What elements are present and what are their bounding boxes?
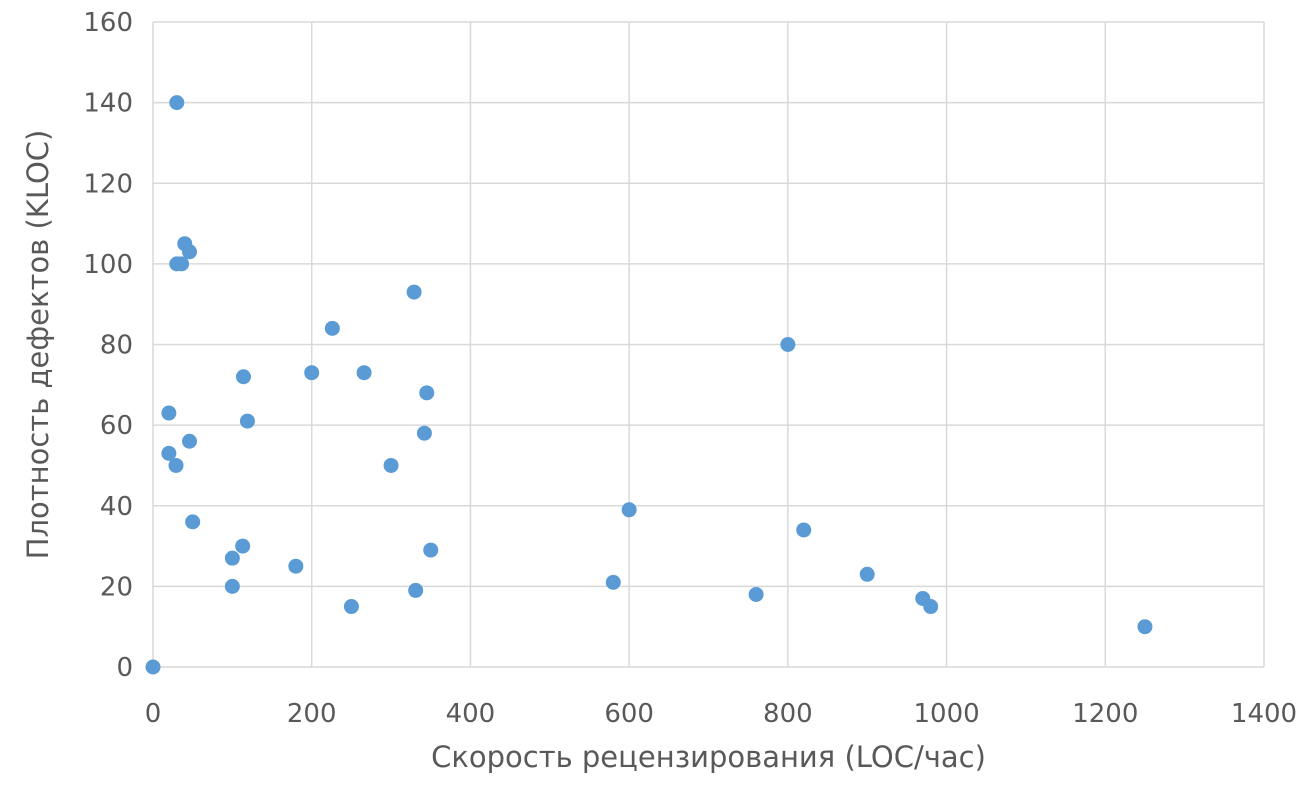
y-tick-label: 40: [100, 492, 133, 522]
data-point: [235, 538, 251, 554]
y-tick-label: 160: [83, 8, 133, 38]
data-point: [343, 599, 359, 615]
tick-labels: 0 20 40 60 80 100 120 140 160 0 200 400 600 800 1000 12…: [83, 8, 1297, 729]
data-point: [416, 425, 432, 441]
data-point: [224, 578, 240, 594]
data-points: [145, 95, 1153, 675]
x-tick-label: 800: [763, 699, 813, 729]
y-tick-label: 140: [83, 89, 133, 119]
data-point: [174, 256, 190, 272]
data-point: [161, 445, 177, 461]
data-point: [780, 337, 796, 352]
data-point: [235, 369, 251, 385]
gridlines: [152, 21, 1265, 668]
y-tick-label: 80: [100, 331, 133, 361]
data-point: [605, 574, 621, 590]
y-axis-title: Плотность дефектов (KLOC): [21, 130, 55, 560]
data-point: [324, 320, 340, 336]
data-point: [182, 244, 198, 260]
x-tick-label: 1000: [913, 699, 979, 729]
y-tick-label: 100: [83, 250, 133, 280]
data-point: [168, 457, 184, 473]
y-tick-label: 0: [116, 653, 133, 683]
x-tick-label: 1400: [1231, 699, 1297, 729]
data-point: [423, 542, 439, 558]
data-point: [621, 502, 637, 518]
data-point: [182, 433, 198, 449]
data-point: [161, 405, 177, 421]
data-point: [185, 514, 201, 530]
data-point: [796, 522, 812, 538]
x-tick-label: 400: [446, 699, 496, 729]
x-axis-title: Скорость рецензирования (LOC/час): [431, 740, 986, 774]
data-point: [169, 95, 185, 111]
data-point: [224, 550, 240, 566]
x-tick-label: 1200: [1072, 699, 1138, 729]
data-point: [859, 566, 875, 582]
x-tick-label: 600: [604, 699, 654, 729]
data-point: [145, 659, 161, 675]
data-point: [1137, 619, 1153, 635]
data-point: [923, 599, 939, 615]
data-point: [406, 284, 422, 300]
data-point: [383, 457, 399, 473]
y-tick-label: 20: [100, 572, 133, 602]
data-point: [304, 365, 320, 381]
x-tick-label: 0: [145, 699, 162, 729]
y-tick-label: 120: [83, 169, 133, 199]
data-point: [356, 365, 372, 381]
data-point: [748, 586, 764, 602]
data-point: [239, 413, 255, 429]
y-tick-label: 60: [100, 411, 133, 441]
data-point: [288, 558, 304, 574]
data-point: [419, 385, 435, 401]
x-tick-label: 200: [287, 699, 337, 729]
data-point: [408, 582, 424, 598]
